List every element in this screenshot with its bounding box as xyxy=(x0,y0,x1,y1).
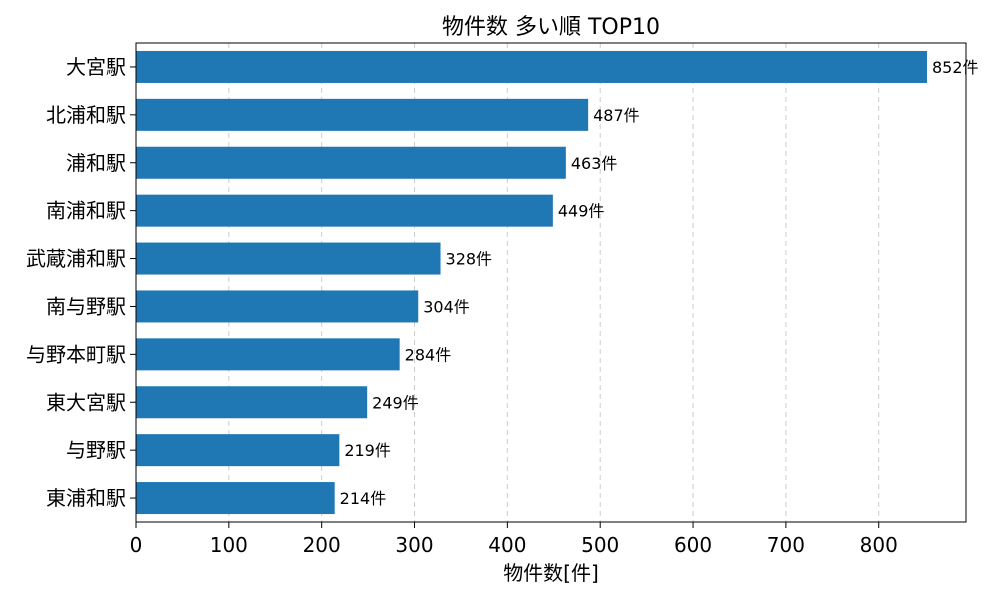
data-label: 304件 xyxy=(423,297,470,316)
plot-frame xyxy=(135,42,967,523)
x-tick-label: 300 xyxy=(395,533,433,557)
data-label: 249件 xyxy=(372,393,419,412)
x-axis-ticks: 0 100 200 300 400 500 600 700 800 xyxy=(130,522,898,557)
category-label: 南浦和駅 xyxy=(46,199,126,223)
x-tick-label: 500 xyxy=(581,533,619,557)
chart-title: 物件数 多い順 TOP10 xyxy=(442,15,660,40)
bars xyxy=(136,50,928,515)
data-label: 214件 xyxy=(340,489,387,508)
category-label: 南与野駅 xyxy=(46,294,126,318)
category-label: 武蔵浦和駅 xyxy=(26,247,126,271)
bar xyxy=(136,242,441,275)
x-tick-label: 200 xyxy=(303,533,341,557)
x-tick-label: 700 xyxy=(767,533,805,557)
data-label: 463件 xyxy=(571,154,618,173)
bar xyxy=(136,386,368,419)
x-tick-label: 800 xyxy=(860,533,898,557)
category-label: 与野駅 xyxy=(66,438,126,462)
data-label: 852件 xyxy=(932,58,979,77)
data-labels: 852件 487件 463件 449件 328件 304件 284件 249件 219件 214件 xyxy=(340,58,979,508)
x-axis-label: 物件数[件] xyxy=(503,561,599,585)
bar xyxy=(136,290,419,323)
bar xyxy=(136,434,340,467)
data-label: 449件 xyxy=(558,202,605,221)
x-tick-label: 100 xyxy=(210,533,248,557)
data-label: 219件 xyxy=(344,441,391,460)
bar xyxy=(136,98,589,131)
category-label: 北浦和駅 xyxy=(46,103,126,127)
bar xyxy=(136,146,566,179)
category-label: 与野本町駅 xyxy=(26,342,126,366)
bar xyxy=(136,194,553,227)
x-tick-label: 0 xyxy=(130,533,143,557)
category-label: 浦和駅 xyxy=(66,151,126,175)
data-label: 284件 xyxy=(405,345,452,364)
data-label: 487件 xyxy=(593,106,640,125)
x-tick-label: 600 xyxy=(674,533,712,557)
category-label: 東浦和駅 xyxy=(46,486,126,510)
bar xyxy=(136,338,400,371)
data-label: 328件 xyxy=(446,250,493,269)
category-label: 東大宮駅 xyxy=(46,390,126,414)
category-label: 大宮駅 xyxy=(66,55,126,79)
bar xyxy=(136,50,928,83)
bar xyxy=(136,482,335,515)
x-tick-label: 400 xyxy=(488,533,526,557)
